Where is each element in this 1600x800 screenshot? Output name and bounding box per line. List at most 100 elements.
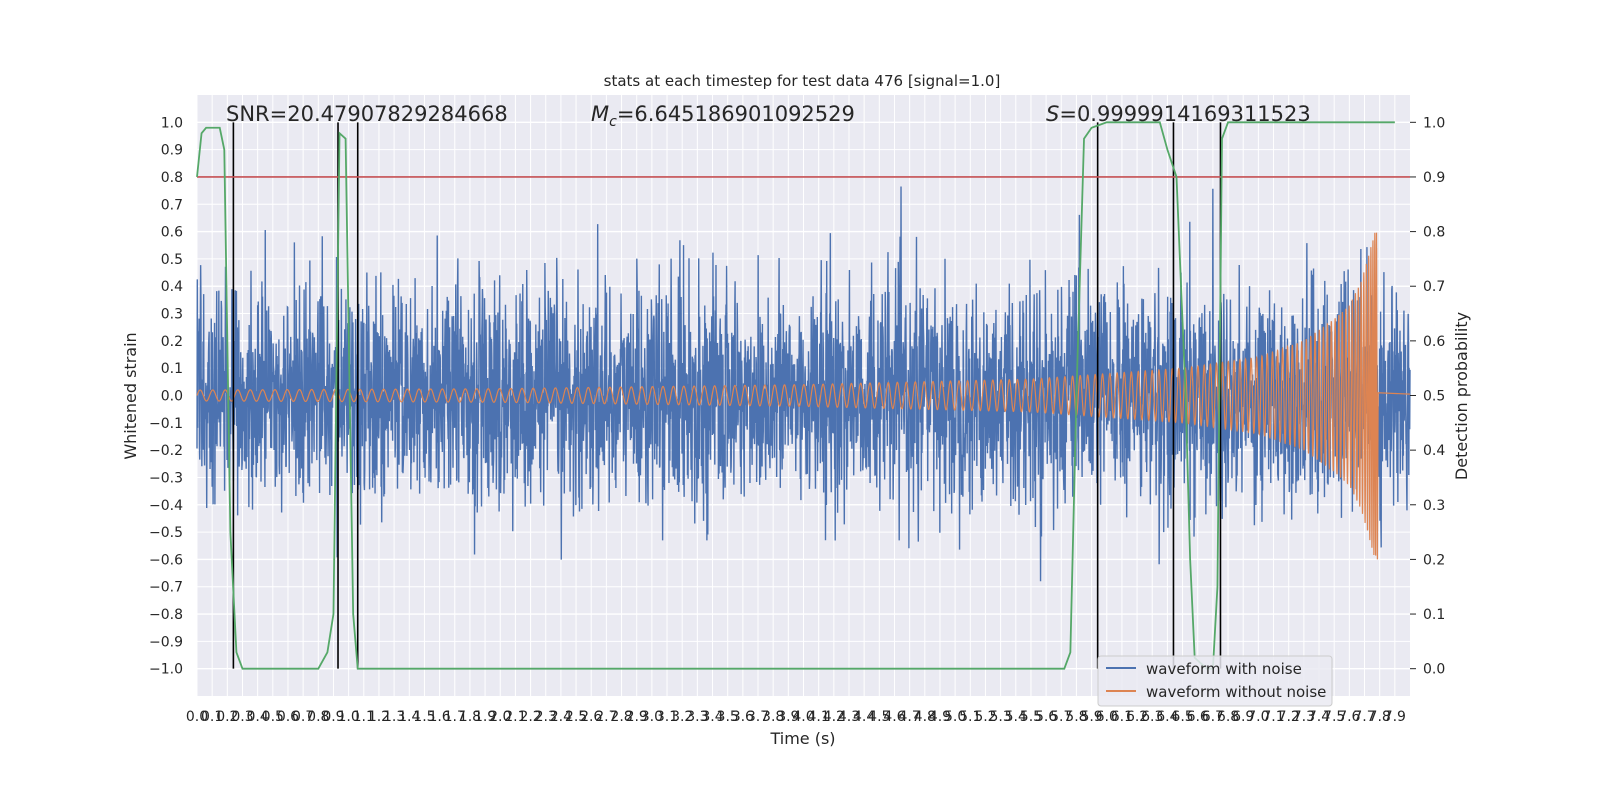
x-tick-label: 0.5 bbox=[262, 709, 284, 725]
x-tick-label: 1.7 bbox=[444, 709, 466, 725]
x-tick-label: 6.0 bbox=[1096, 709, 1118, 725]
legend-label-clean: waveform without noise bbox=[1146, 683, 1326, 701]
y-tick-label: 0.5 bbox=[161, 252, 183, 268]
x-tick-label: 0.2 bbox=[216, 709, 238, 725]
y-tick-label: 0.7 bbox=[161, 197, 183, 213]
x-tick-label: 6.8 bbox=[1217, 709, 1239, 725]
s-value: =0.9999914169311523 bbox=[1059, 102, 1310, 126]
x-axis-ticks: 0.00.10.20.30.40.50.60.70.80.91.01.11.21… bbox=[186, 709, 1406, 725]
x-tick-label: 5.1 bbox=[959, 709, 981, 725]
x-tick-label: 4.4 bbox=[853, 709, 875, 725]
x-tick-label: 4.3 bbox=[838, 709, 860, 725]
x-tick-label: 1.0 bbox=[337, 709, 359, 725]
s-symbol: S bbox=[1046, 102, 1059, 126]
y-tick-label: −0.4 bbox=[149, 498, 183, 514]
chart-title: stats at each timestep for test data 476… bbox=[604, 72, 1001, 90]
legend-label-noise: waveform with noise bbox=[1146, 660, 1302, 678]
x-tick-label: 5.0 bbox=[944, 709, 966, 725]
x-tick-label: 0.1 bbox=[201, 709, 223, 725]
x-tick-label: 4.7 bbox=[899, 709, 921, 725]
x-tick-label: 0.7 bbox=[292, 709, 314, 725]
y-tick-label-right: 1.0 bbox=[1423, 115, 1445, 131]
x-tick-label: 2.0 bbox=[489, 709, 511, 725]
x-tick-label: 1.6 bbox=[428, 709, 450, 725]
mc-annotation: Mc=6.645186901092529 bbox=[591, 102, 855, 130]
x-tick-label: 2.5 bbox=[565, 709, 587, 725]
x-tick-label: 6.1 bbox=[1111, 709, 1133, 725]
y-tick-label: −0.9 bbox=[149, 634, 183, 650]
mc-value: =6.645186901092529 bbox=[617, 102, 855, 126]
y-tick-label-right: 0.7 bbox=[1423, 279, 1445, 295]
x-tick-label: 3.3 bbox=[686, 709, 708, 725]
x-tick-label: 5.9 bbox=[1080, 709, 1102, 725]
x-tick-label: 6.7 bbox=[1202, 709, 1224, 725]
x-tick-label: 7.1 bbox=[1262, 709, 1284, 725]
y-tick-label: −0.3 bbox=[149, 470, 183, 486]
x-tick-label: 2.7 bbox=[595, 709, 617, 725]
y-tick-label-right: 0.4 bbox=[1423, 443, 1445, 459]
vertical-lines bbox=[232, 122, 1222, 669]
y-tick-label: −0.7 bbox=[149, 580, 183, 596]
x-tick-label: 4.1 bbox=[808, 709, 830, 725]
x-tick-label: 6.3 bbox=[1141, 709, 1163, 725]
x-axis-label: Time (s) bbox=[769, 729, 835, 748]
x-tick-label: 5.2 bbox=[974, 709, 996, 725]
x-tick-label: 2.1 bbox=[504, 709, 526, 725]
x-tick-label: 3.8 bbox=[762, 709, 784, 725]
y-tick-label-right: 0.6 bbox=[1423, 334, 1445, 350]
x-tick-label: 5.6 bbox=[1035, 709, 1057, 725]
x-tick-label: 4.9 bbox=[929, 709, 951, 725]
y-tick-label-right: 0.2 bbox=[1423, 552, 1445, 568]
x-tick-label: 1.3 bbox=[383, 709, 405, 725]
y-tick-label: 0.1 bbox=[161, 361, 183, 377]
x-tick-label: 4.6 bbox=[883, 709, 905, 725]
x-tick-label: 0.4 bbox=[247, 709, 269, 725]
x-tick-label: 3.4 bbox=[701, 709, 723, 725]
y-tick-label: 0.8 bbox=[161, 170, 183, 186]
y-tick-label: 0.9 bbox=[161, 143, 183, 159]
y-tick-label: −0.8 bbox=[149, 607, 183, 623]
y-axis-label: Whitened strain bbox=[121, 332, 140, 459]
y-tick-label: −0.2 bbox=[149, 443, 183, 459]
x-tick-label: 4.0 bbox=[792, 709, 814, 725]
y-axis-label-right: Detection probability bbox=[1452, 312, 1471, 480]
x-tick-label: 1.2 bbox=[368, 709, 390, 725]
clean-waveform-line bbox=[196, 232, 1411, 560]
x-tick-label: 4.5 bbox=[868, 709, 890, 725]
x-tick-label: 5.5 bbox=[1020, 709, 1042, 725]
x-tick-label: 3.1 bbox=[656, 709, 678, 725]
x-tick-label: 7.7 bbox=[1353, 709, 1375, 725]
x-tick-label: 6.4 bbox=[1156, 709, 1178, 725]
x-tick-label: 1.5 bbox=[413, 709, 435, 725]
legend: waveform with noise waveform without noi… bbox=[1097, 655, 1333, 707]
x-tick-label: 2.8 bbox=[610, 709, 632, 725]
y-tick-label-right: 0.0 bbox=[1423, 662, 1445, 678]
x-tick-label: 0.0 bbox=[186, 709, 208, 725]
x-tick-label: 1.1 bbox=[353, 709, 375, 725]
x-tick-label: 1.4 bbox=[398, 709, 420, 725]
x-tick-label: 7.6 bbox=[1338, 709, 1360, 725]
x-tick-label: 5.3 bbox=[989, 709, 1011, 725]
x-tick-label: 7.9 bbox=[1384, 709, 1406, 725]
x-tick-label: 3.2 bbox=[671, 709, 693, 725]
x-tick-label: 3.5 bbox=[717, 709, 739, 725]
s-annotation: S=0.9999914169311523 bbox=[1046, 102, 1311, 126]
x-tick-label: 2.9 bbox=[626, 709, 648, 725]
right-axis-ticks: 0.0 0.1 0.2 0.3 0.4 0.5 0.6 0.7 0.8 0.9 1.0 bbox=[1410, 115, 1445, 678]
y-tick-label: 0.2 bbox=[161, 334, 183, 350]
y-tick-label: −0.5 bbox=[149, 525, 183, 541]
y-tick-label-right: 0.5 bbox=[1423, 389, 1445, 405]
y-tick-label: −1.0 bbox=[149, 662, 183, 678]
x-tick-label: 0.8 bbox=[307, 709, 329, 725]
x-tick-label: 7.3 bbox=[1293, 709, 1315, 725]
y-tick-label: 1.0 bbox=[161, 115, 183, 131]
x-tick-label: 2.3 bbox=[535, 709, 557, 725]
y-tick-label-right: 0.9 bbox=[1423, 170, 1445, 186]
x-tick-label: 0.3 bbox=[231, 709, 253, 725]
x-tick-label: 1.8 bbox=[459, 709, 481, 725]
x-tick-label: 0.6 bbox=[277, 709, 299, 725]
x-tick-label: 1.9 bbox=[474, 709, 496, 725]
x-tick-label: 7.4 bbox=[1308, 709, 1330, 725]
noise-waveform-line bbox=[196, 186, 1411, 582]
legend-box bbox=[1097, 655, 1333, 707]
